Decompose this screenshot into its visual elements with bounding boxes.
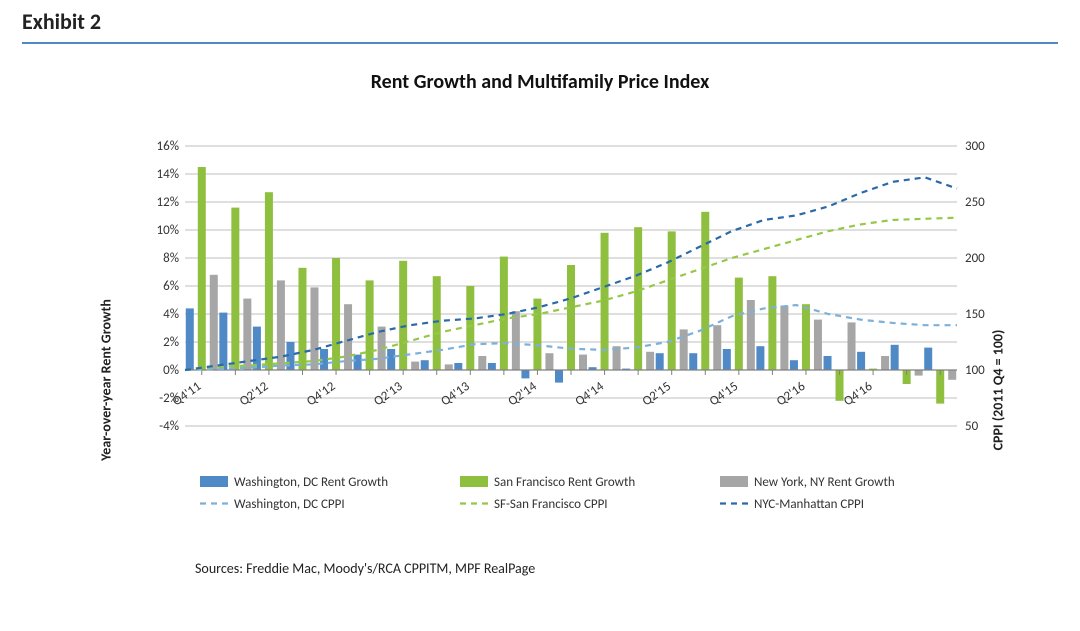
bar xyxy=(421,360,429,370)
bar xyxy=(399,261,407,370)
bar xyxy=(521,370,529,378)
bar xyxy=(298,268,306,370)
right-tick-label: 100 xyxy=(965,363,985,378)
bar xyxy=(790,360,798,370)
bar xyxy=(366,280,374,370)
right-tick-label: 200 xyxy=(965,251,985,266)
x-tick-label: Q2'15 xyxy=(640,379,674,409)
bar xyxy=(354,355,362,370)
bar xyxy=(231,208,239,370)
bar xyxy=(881,356,889,370)
bar xyxy=(891,345,899,370)
legend-label: NYC-Manhattan CPPI xyxy=(754,497,864,512)
x-tick-label: Q4'13 xyxy=(438,379,473,410)
bar xyxy=(646,352,654,370)
bar xyxy=(814,320,822,370)
bar xyxy=(936,370,944,404)
bar xyxy=(478,356,486,370)
bar xyxy=(857,352,865,370)
chart-title: Rent Growth and Multifamily Price Index xyxy=(0,70,1080,94)
sources-text: Sources: Freddie Mac, Moody's/RCA CPPITM… xyxy=(195,560,535,577)
bar xyxy=(780,306,788,370)
left-axis-label: Year-over-year Rent Growth xyxy=(98,299,115,461)
legend-label: Washington, DC Rent Growth xyxy=(234,475,388,490)
right-axis-label: CPPI (2011 Q4 = 100) xyxy=(990,330,1007,451)
bar xyxy=(848,322,856,370)
x-tick-label: Q4'12 xyxy=(304,379,339,410)
bar xyxy=(466,286,474,370)
x-tick-label: Q4'16 xyxy=(841,379,876,410)
exhibit-label: Exhibit 2 xyxy=(22,8,101,35)
left-tick-label: 4% xyxy=(163,307,179,322)
bar xyxy=(433,276,441,370)
bar xyxy=(310,287,318,370)
left-tick-label: -4% xyxy=(159,419,179,434)
legend-label: San Francisco Rent Growth xyxy=(494,475,635,490)
bar xyxy=(533,299,541,370)
bar xyxy=(924,348,932,370)
bar xyxy=(701,212,709,370)
legend-label: SF-San Francisco CPPI xyxy=(494,497,608,512)
right-tick-label: 150 xyxy=(965,307,985,322)
bar xyxy=(219,313,227,370)
bar xyxy=(411,362,419,370)
bar xyxy=(555,370,563,383)
right-tick-label: 50 xyxy=(965,419,979,434)
bar xyxy=(713,325,721,370)
x-tick-label: Q2'13 xyxy=(371,379,406,410)
bar xyxy=(512,311,520,370)
bar xyxy=(332,258,340,370)
legend-swatch xyxy=(200,476,228,487)
left-tick-label: 12% xyxy=(157,195,179,210)
legend-swatch xyxy=(720,476,748,487)
x-tick-label: Q2'16 xyxy=(774,379,809,410)
left-tick-label: 0% xyxy=(163,363,179,378)
legend-swatch xyxy=(460,476,488,487)
bar xyxy=(689,353,697,370)
bar xyxy=(387,349,395,370)
bar xyxy=(723,349,731,370)
left-tick-label: 2% xyxy=(163,335,179,350)
left-tick-label: 16% xyxy=(157,140,179,154)
bar xyxy=(545,353,553,370)
x-tick-label: Q4'14 xyxy=(573,379,608,410)
bar xyxy=(445,364,453,370)
legend-label: Washington, DC CPPI xyxy=(234,497,345,512)
bar xyxy=(454,363,462,370)
bar xyxy=(802,304,810,370)
bar xyxy=(253,327,261,370)
x-tick-label: Q4'11 xyxy=(170,379,204,409)
left-tick-label: 8% xyxy=(163,251,179,266)
bar xyxy=(198,167,206,370)
x-tick-label: Q2'12 xyxy=(237,379,272,410)
bar xyxy=(680,329,688,370)
bar xyxy=(186,308,194,370)
legend-label: New York, NY Rent Growth xyxy=(754,475,895,490)
bar xyxy=(735,278,743,370)
right-tick-label: 300 xyxy=(965,140,985,154)
right-tick-label: 250 xyxy=(965,195,985,210)
left-tick-label: 10% xyxy=(157,223,179,238)
chart-container: Year-over-year Rent Growth CPPI (2011 Q4… xyxy=(70,140,1010,530)
bar xyxy=(243,299,251,370)
left-tick-label: 14% xyxy=(157,167,179,182)
x-tick-label: Q2'14 xyxy=(505,379,540,410)
bar xyxy=(265,192,273,370)
bar xyxy=(768,276,776,370)
chart-svg: -4%-2%0%2%4%6%8%10%12%14%16%501001502002… xyxy=(70,140,1010,530)
bar xyxy=(668,231,676,370)
bar xyxy=(567,265,575,370)
bar xyxy=(210,275,218,370)
bar xyxy=(824,356,832,370)
bar xyxy=(656,353,664,370)
bar xyxy=(579,355,587,370)
bar xyxy=(915,370,923,376)
x-tick-label: Q4'15 xyxy=(707,379,741,409)
bar xyxy=(948,370,956,380)
bar xyxy=(488,363,496,370)
title-underline xyxy=(22,42,1058,44)
left-tick-label: 6% xyxy=(163,279,179,294)
bar xyxy=(756,346,764,370)
